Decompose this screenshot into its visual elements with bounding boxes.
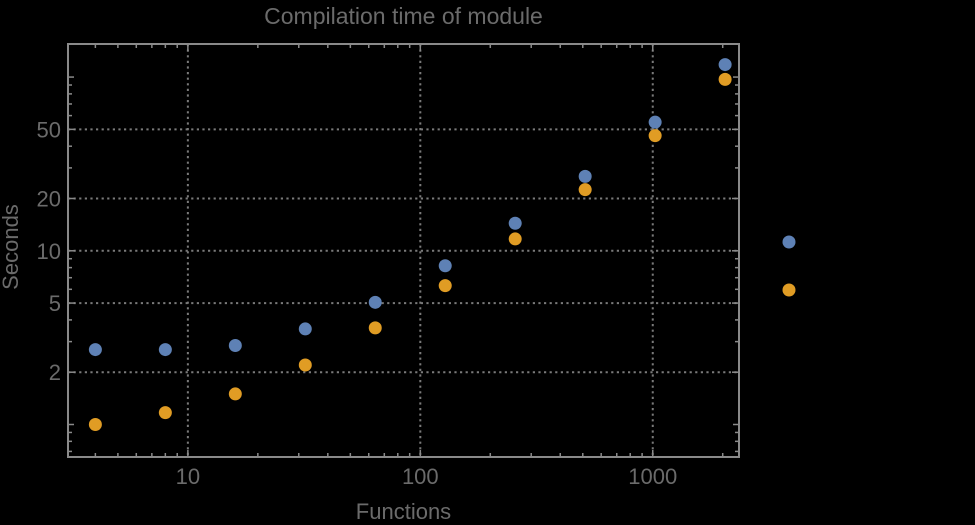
x-tick-label: 100 — [402, 464, 439, 489]
y-tick-label: 2 — [49, 360, 61, 385]
data-point — [368, 321, 382, 335]
data-point — [298, 358, 312, 372]
legend — [782, 235, 796, 297]
gridlines — [68, 44, 739, 457]
chart-title: Compilation time of module — [264, 3, 543, 29]
data-point — [438, 259, 452, 273]
y-tick-label: 10 — [37, 239, 61, 264]
plot-frame — [67, 43, 740, 458]
data-point — [648, 129, 662, 143]
tick-marks — [68, 44, 739, 457]
tick-labels: 10 100 1000 2 5 10 20 50 — [37, 117, 678, 489]
data-point — [578, 169, 592, 183]
data-point — [648, 115, 662, 129]
data-point — [438, 279, 452, 293]
data-point — [88, 417, 102, 431]
data-point — [228, 387, 242, 401]
x-tick-label: 1000 — [628, 464, 677, 489]
y-tick-label: 50 — [37, 117, 61, 142]
series-orange — [88, 72, 732, 431]
data-point — [578, 183, 592, 197]
data-point — [508, 216, 522, 230]
y-axis-label: Seconds — [0, 204, 23, 290]
data-point — [88, 343, 102, 357]
y-tick-label: 20 — [37, 186, 61, 211]
data-point — [228, 338, 242, 352]
data-point — [158, 406, 172, 420]
data-point — [718, 58, 732, 72]
legend-marker-orange — [782, 283, 796, 297]
data-point — [368, 295, 382, 309]
series-blue — [88, 58, 732, 357]
legend-marker-blue — [782, 235, 796, 249]
data-point — [298, 322, 312, 336]
data-point — [718, 72, 732, 86]
x-axis-label: Functions — [355, 499, 452, 524]
x-tick-label: 10 — [176, 464, 200, 489]
data-point — [508, 232, 522, 246]
data-point — [158, 343, 172, 357]
y-tick-label: 5 — [49, 291, 61, 316]
